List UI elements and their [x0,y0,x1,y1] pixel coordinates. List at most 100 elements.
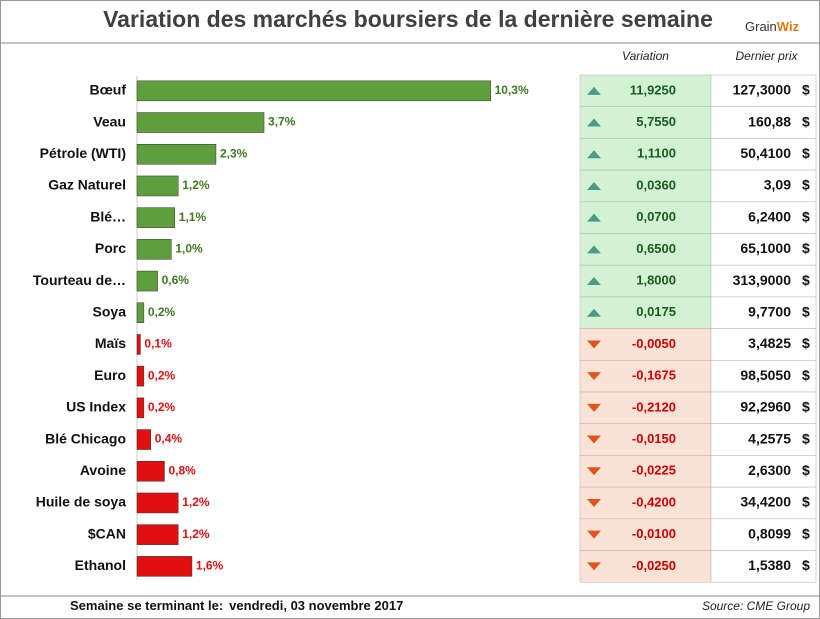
category-label: US Index [66,399,126,415]
bar [136,112,265,133]
value-label: 1,1% [179,210,207,224]
currency: $ [802,113,810,129]
bar [136,397,145,419]
price: 1,5380 [748,557,791,573]
bar [136,270,158,292]
arrow-up [587,277,601,286]
table-cell [579,423,712,456]
category-label: Ethanol [75,557,126,573]
category-label: Blé… [90,208,126,224]
logo: GrainWiz [745,19,800,34]
category-label: Bœuf [89,82,126,98]
category-label: Porc [95,240,126,256]
category-label: Gaz Naturel [48,177,126,193]
currency: $ [802,430,810,446]
value-label: 0,1% [144,337,172,351]
variation: -0,2120 [632,399,676,414]
price: 160,88 [748,113,791,129]
table-cell [710,74,817,108]
arrow-down [587,498,601,507]
arrow-down [587,435,601,444]
variation: 5,7550 [636,114,676,129]
arrow-up [587,150,601,159]
bar [136,365,145,387]
table-cell [710,550,817,583]
table-cell [710,391,817,425]
variation: 11,9250 [630,82,676,97]
category-label: Tourteau de… [33,272,126,288]
arrow-down [587,403,601,412]
source: Source: CME Group [702,599,810,613]
arrow-up [587,86,601,95]
arrow-down [587,530,601,539]
value-label: 0,6% [162,273,190,287]
price: 4,2575 [748,430,791,446]
value-label: 10,3% [495,83,529,97]
bar [136,556,193,577]
value-label: 1,0% [175,242,203,256]
variation: -0,4200 [632,494,676,509]
currency: $ [802,303,810,319]
arrow-up [587,213,601,222]
bar [136,461,165,482]
table-cell [579,391,712,425]
variation: 0,6500 [636,241,676,256]
variation: 0,0700 [636,209,676,224]
table-cell [579,138,712,171]
variation: -0,0225 [632,463,676,478]
title: Variation des marchés boursiers de la de… [103,6,713,32]
table-cell [710,518,817,551]
category-label: Avoine [80,462,126,478]
category-label: Pétrole (WTI) [40,145,126,161]
footer-date: vendredi, 03 novembre 2017 [229,598,403,613]
currency: $ [802,367,810,383]
table-cell [579,106,712,139]
arrow-up [587,245,601,254]
price: 3,09 [764,177,791,193]
category-label: Veau [93,113,126,129]
price: 3,4825 [748,335,791,351]
category-label: Blé Chicago [45,430,126,446]
table-header: Variation [622,49,669,63]
variation: -0,0100 [632,526,676,541]
arrow-up [587,118,601,127]
price: 65,1000 [740,240,791,256]
variation: 0,0175 [636,304,676,319]
logo-right: Wiz [777,19,800,34]
price: 92,2960 [740,399,791,415]
price: 9,7700 [748,303,791,319]
variation: -0,1675 [632,368,676,383]
price: 98,5050 [740,367,791,383]
table-cell [710,423,817,456]
value-label: 3,7% [268,115,296,129]
arrow-down [587,562,601,571]
bar [136,492,179,514]
value-label: 1,2% [182,527,210,541]
value-label: 0,8% [168,463,196,477]
table-cell [579,264,712,298]
table-cell [710,106,817,139]
bar [136,207,176,228]
variation: -0,0050 [632,336,676,351]
value-label: 0,2% [148,305,176,319]
currency: $ [802,208,810,224]
variation: 1,8000 [636,272,676,287]
table-cell [579,359,712,393]
currency: $ [802,525,810,541]
table-cell [579,550,712,583]
value-label: 1,2% [182,178,210,192]
footer-label: Semaine se terminant le: [70,598,223,613]
currency: $ [802,272,810,288]
price: 313,9000 [733,272,792,288]
category-label: Euro [94,367,126,383]
arrow-down [587,372,601,381]
value-label: 0,2% [148,368,176,382]
price: 127,3000 [733,82,792,98]
table-cell [710,328,817,361]
category-label: Soya [93,303,127,319]
table-cell [579,233,712,266]
currency: $ [802,177,810,193]
value-label: 0,2% [148,400,176,414]
logo-left: Grain [745,19,777,34]
bar [136,239,172,260]
